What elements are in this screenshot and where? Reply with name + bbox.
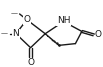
Text: —: — xyxy=(1,31,8,37)
Text: O: O xyxy=(27,58,34,67)
Text: N: N xyxy=(13,29,19,38)
Text: —: — xyxy=(11,10,18,16)
Text: O: O xyxy=(23,15,30,24)
Text: NH: NH xyxy=(57,16,70,25)
Text: O: O xyxy=(95,30,102,39)
